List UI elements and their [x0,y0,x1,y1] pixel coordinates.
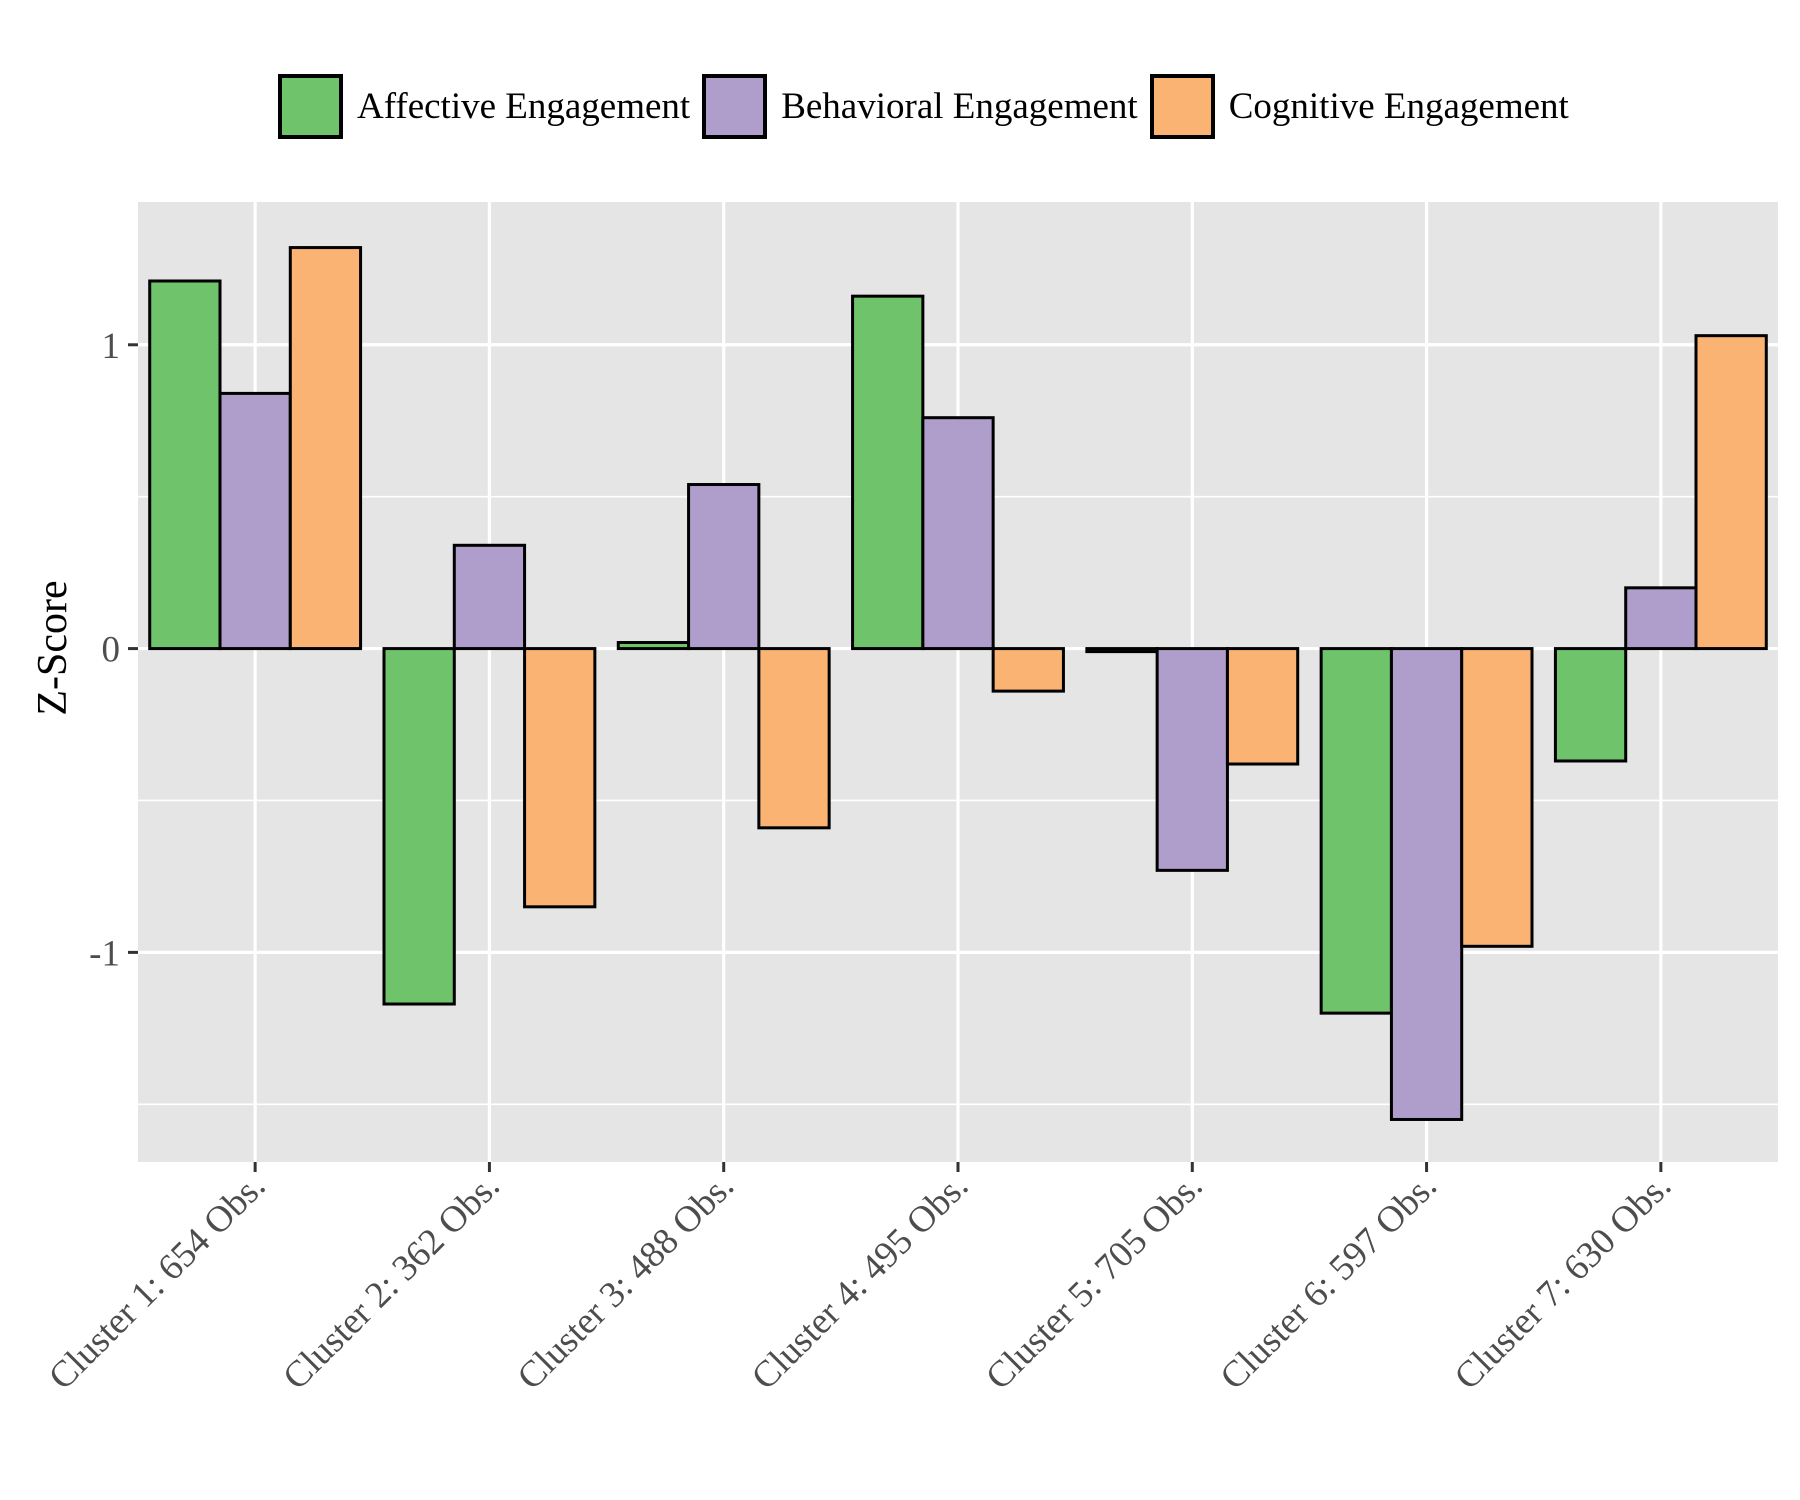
legend-swatch [1149,74,1215,139]
legend-label: Affective Engagement [357,86,691,127]
bar [1389,647,1464,1121]
y-tick-label: 0 [102,630,121,671]
x-tick-label: Cluster 6: 597 Obs. [1212,1165,1444,1397]
bar [1225,647,1300,766]
legend-label: Behavioral Engagement [781,86,1138,127]
bar [757,647,831,830]
x-tick-label: Cluster 3: 488 Obs. [510,1165,742,1397]
x-tick-label: Cluster 4: 495 Obs. [744,1165,976,1397]
legend-item: Affective Engagement [278,74,690,139]
legend-swatch [278,74,343,139]
bar [148,279,222,651]
legend: Affective Engagement Behavioral Engagemen… [278,74,1581,139]
bar [1553,647,1628,763]
bar [616,641,691,651]
y-tick-label: 1 [102,326,121,367]
legend-swatch [702,74,768,139]
bar [1694,334,1768,651]
bar [288,246,363,651]
bar [1319,647,1393,1015]
bar [452,543,527,651]
bar [851,294,925,651]
bar [523,647,597,909]
x-tick-label: Cluster 1: 654 Obs. [41,1165,273,1397]
x-tick-label: Cluster 5: 705 Obs. [978,1165,1210,1397]
bar [1155,647,1229,872]
bar [1460,647,1534,948]
y-tick-label: -1 [89,933,120,974]
y-axis: -1 0 1 [89,326,138,974]
bars [148,246,1768,1121]
bar [1085,647,1159,654]
legend-item: Cognitive Engagement [1149,74,1569,139]
x-tick-label: Cluster 2: 362 Obs. [275,1165,507,1397]
legend-item: Behavioral Engagement [702,74,1138,139]
bar [921,416,995,651]
bar [382,647,456,1006]
bar [1624,586,1698,651]
legend-label: Cognitive Engagement [1228,86,1569,127]
y-axis-title: Z-Score [30,580,76,715]
bar [687,483,761,651]
x-axis: Cluster 1: 654 Obs. Cluster 2: 362 Obs. Cl… [41,1162,1679,1398]
x-tick-label: Cluster 7: 630 Obs. [1447,1165,1679,1397]
bar [991,647,1065,693]
bar [218,391,292,651]
